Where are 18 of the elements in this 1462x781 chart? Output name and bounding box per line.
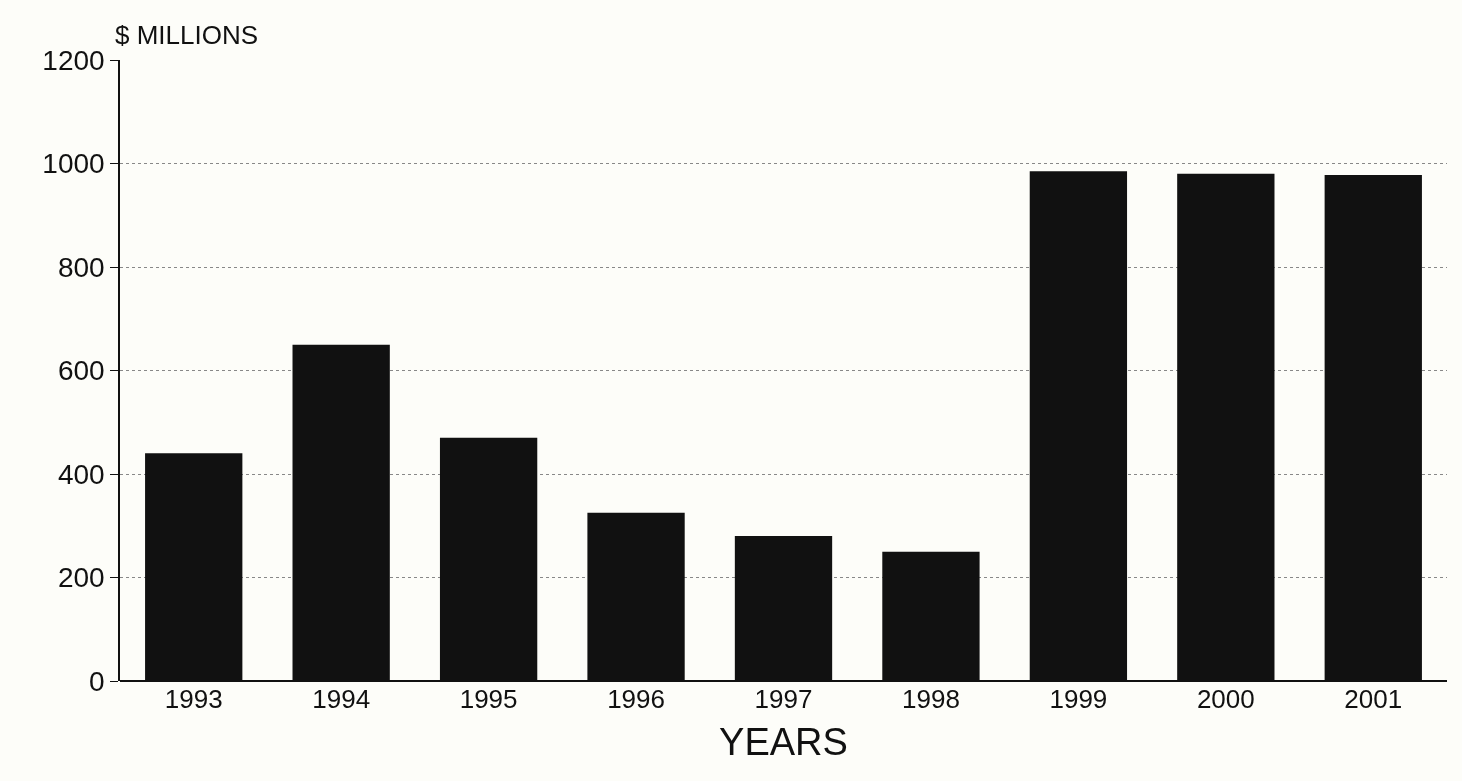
y-tick-label: 200 (57, 562, 105, 594)
x-tick-label: 2000 (1196, 684, 1255, 714)
x-axis-title: YEARS (719, 721, 848, 764)
y-tick-label: 600 (57, 355, 105, 387)
y-tick-label: 800 (57, 251, 105, 283)
x-tick-label: 1996 (607, 684, 665, 714)
x-tick-label: 2001 (1344, 684, 1403, 714)
x-tick-label: 1998 (902, 684, 960, 714)
y-tick-label: 1000 (42, 148, 105, 180)
x-tick-label: 1999 (1049, 684, 1108, 714)
y-tick-label: 400 (57, 458, 105, 490)
y-tick-label: 0 (89, 665, 105, 697)
x-tick-label: 1997 (754, 684, 813, 714)
y-axis-title: $ MILLIONS (115, 20, 259, 50)
x-tick-label: 1994 (312, 684, 371, 714)
y-tick-label: 1200 (42, 44, 105, 76)
x-tick-label: 1995 (459, 684, 518, 714)
x-tick-label: 1993 (164, 684, 223, 714)
